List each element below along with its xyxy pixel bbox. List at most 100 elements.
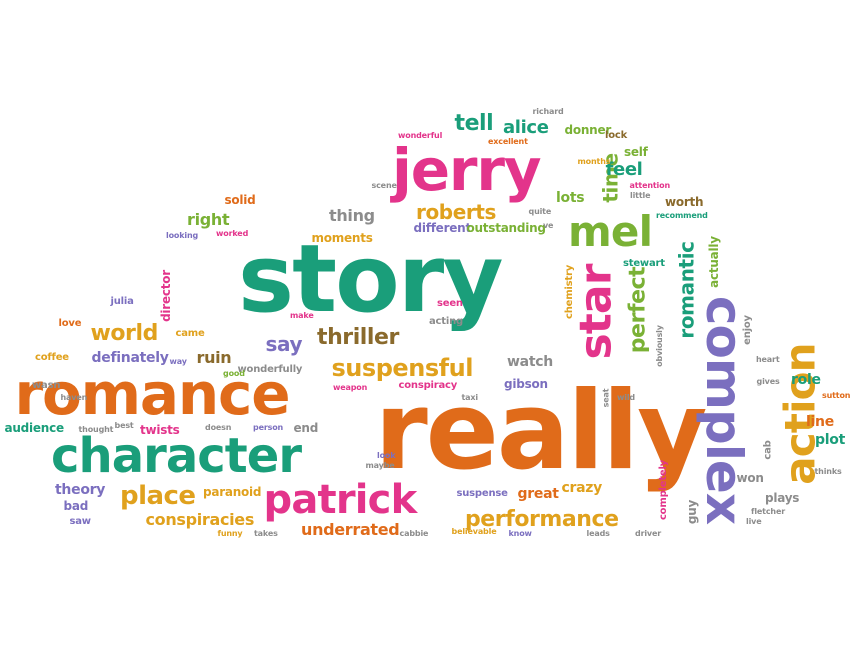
word-wonderfully: wonderfully bbox=[237, 364, 303, 375]
word-little: little bbox=[630, 191, 651, 200]
word-won: won bbox=[736, 471, 764, 485]
word-obviously: obviously bbox=[654, 325, 664, 367]
word-doesn: doesn bbox=[205, 423, 232, 432]
word-recommend: recommend bbox=[656, 211, 708, 220]
word-ruin: ruin bbox=[196, 348, 232, 367]
word-good: good bbox=[223, 369, 245, 378]
word-saw: saw bbox=[69, 516, 92, 527]
word-thriller: thriller bbox=[317, 325, 399, 350]
word-thought: thought bbox=[78, 425, 114, 434]
word-enjoy: enjoy bbox=[741, 315, 753, 345]
word-moments: moments bbox=[311, 231, 373, 245]
word-suspensful: suspensful bbox=[331, 354, 474, 382]
word-thing: thing bbox=[329, 206, 375, 225]
word-richard: richard bbox=[532, 107, 564, 116]
word-feel: feel bbox=[605, 159, 643, 180]
word-coffee: coffee bbox=[35, 352, 69, 363]
word-thinks: thinks bbox=[814, 467, 842, 476]
word-chemistry: chemistry bbox=[564, 264, 576, 320]
word-worth: worth bbox=[665, 195, 704, 209]
word-haven: haven bbox=[60, 393, 88, 402]
word-live: live bbox=[746, 517, 762, 526]
word-completely: completely bbox=[658, 459, 670, 521]
word-make: make bbox=[290, 311, 314, 320]
word-actually: actually bbox=[706, 236, 721, 288]
word-acting: acting bbox=[429, 316, 463, 327]
word-attention: attention bbox=[629, 181, 671, 190]
word-patrick: patrick bbox=[263, 477, 418, 523]
word-star: star bbox=[570, 264, 622, 360]
word-weapon: weapon bbox=[333, 383, 368, 392]
word-seen: seen bbox=[437, 298, 463, 309]
word-guy: guy bbox=[685, 499, 700, 525]
word-conspiracy: conspiracy bbox=[398, 380, 458, 391]
word-scene: scene bbox=[371, 181, 397, 190]
word-story: story bbox=[238, 225, 504, 334]
word-leads: leads bbox=[586, 529, 610, 538]
word-end: end bbox=[293, 421, 319, 435]
word-conspiracies: conspiracies bbox=[145, 510, 255, 529]
word-say: say bbox=[265, 332, 303, 356]
word-bad: bad bbox=[63, 499, 89, 513]
word-solid: solid bbox=[224, 193, 256, 207]
word-perfect: perfect bbox=[624, 266, 650, 354]
word-plot: plot bbox=[815, 432, 846, 448]
word-fletcher: fletcher bbox=[751, 507, 786, 516]
word-theory: theory bbox=[55, 482, 106, 498]
word-excellent: excellent bbox=[488, 137, 528, 146]
word-romance: romance bbox=[14, 360, 291, 428]
word-person: person bbox=[253, 423, 284, 432]
word-looking: looking bbox=[166, 231, 199, 240]
word-character: character bbox=[51, 428, 302, 484]
word-quite: quite bbox=[528, 207, 552, 216]
word-place: place bbox=[120, 481, 196, 511]
word-cab: cab bbox=[762, 440, 774, 460]
word-look: look bbox=[377, 451, 396, 460]
word-sutton: sutton bbox=[822, 391, 851, 400]
word-seat: seat bbox=[600, 388, 610, 408]
word-world: world bbox=[90, 321, 159, 346]
word-wonderful: wonderful bbox=[398, 131, 443, 140]
word-gives: gives bbox=[756, 377, 780, 386]
word-believable: believable bbox=[451, 527, 497, 536]
word-cabbie: cabbie bbox=[399, 529, 429, 538]
word-best: best bbox=[114, 421, 134, 430]
word-suspense: suspense bbox=[456, 488, 508, 499]
word-donner: donner bbox=[564, 123, 612, 137]
word-different: different bbox=[413, 221, 472, 235]
word-love: love bbox=[58, 318, 82, 329]
word-director: director bbox=[158, 270, 173, 322]
word-funny: funny bbox=[217, 529, 243, 538]
word-definately: definately bbox=[91, 350, 169, 366]
word-role: role bbox=[791, 372, 821, 388]
word-roberts: roberts bbox=[416, 200, 497, 224]
word-romantic: romantic bbox=[674, 241, 699, 339]
word-maybe: maybe bbox=[365, 461, 395, 470]
word-came: came bbox=[175, 328, 205, 339]
word-takes: takes bbox=[254, 529, 278, 538]
word-heart: heart bbox=[756, 355, 780, 364]
word-performance: performance bbox=[465, 507, 619, 532]
word-driver: driver bbox=[635, 529, 662, 538]
word-great: great bbox=[517, 486, 559, 502]
word-worked: worked bbox=[216, 229, 249, 238]
word-twists: twists bbox=[140, 423, 180, 437]
word-paranoid: paranoid bbox=[203, 485, 262, 499]
word-audience: audience bbox=[4, 421, 65, 435]
word-gibson: gibson bbox=[504, 377, 548, 391]
word-ve: ve bbox=[543, 221, 554, 230]
word-taxi: taxi bbox=[461, 393, 479, 402]
word-outstanding: outstanding bbox=[466, 221, 546, 235]
word-know: know bbox=[508, 529, 532, 538]
word-tell: tell bbox=[454, 111, 494, 136]
word-wild: wild bbox=[617, 393, 635, 402]
word-jerry: jerry bbox=[392, 136, 542, 204]
word-line: line bbox=[806, 414, 834, 430]
word-way: way bbox=[169, 357, 187, 366]
word-really: really bbox=[374, 369, 708, 494]
word-watch: watch bbox=[507, 354, 553, 370]
word-lots: lots bbox=[556, 190, 585, 206]
word-plays: plays bbox=[765, 491, 800, 505]
word-self: self bbox=[624, 145, 648, 159]
